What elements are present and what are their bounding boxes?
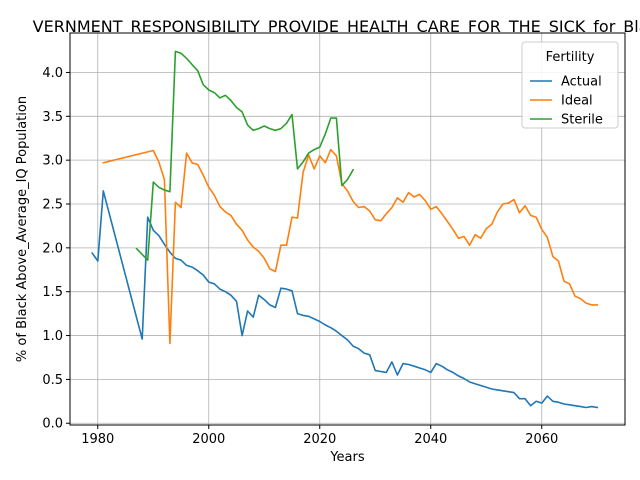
x-tick-label: 2000: [192, 432, 225, 447]
legend-title: Fertility: [546, 50, 595, 65]
y-tick-label: 2.0: [42, 241, 63, 256]
grid-lines: [70, 33, 625, 425]
x-tick-label: 2020: [303, 432, 336, 447]
plot-frame: [69, 32, 626, 426]
x-tick-label: 1980: [81, 432, 114, 447]
legend-box: [521, 41, 619, 129]
y-tick-label: 0.0: [42, 417, 63, 432]
y-tick-label: 1.0: [42, 329, 63, 344]
series-line-actual: [91, 190, 599, 409]
y-axis-label: % of Black Above_Average_IQ Population: [15, 96, 30, 362]
chart-title: VERNMENT_RESPONSIBILITY_PROVIDE_HEALTH_C…: [33, 17, 640, 37]
y-tick-label: 1.5: [42, 285, 63, 300]
x-tick-label: 2060: [525, 432, 558, 447]
y-tick-label: 2.5: [42, 198, 63, 213]
legend: Fertility Actual Ideal Sterile: [521, 41, 619, 129]
x-axis-ticks: 1980 2000 2020 2040 2060: [81, 425, 558, 447]
legend-label-ideal: Ideal: [561, 94, 593, 109]
y-tick-label: 3.0: [42, 154, 63, 169]
y-tick-label: 4.0: [42, 66, 63, 81]
y-tick-label: 0.5: [42, 373, 63, 388]
series-line-ideal: [102, 148, 599, 345]
legend-label-actual: Actual: [561, 75, 602, 90]
series-line-sterile: [135, 50, 355, 261]
y-axis-ticks: 0.0 0.5 1.0 1.5 2.0 2.5 3.0 3.5 4.0: [42, 66, 70, 432]
x-tick-label: 2040: [414, 432, 447, 447]
series-lines: [91, 50, 599, 409]
legend-label-sterile: Sterile: [561, 113, 603, 128]
x-axis-label: Years: [329, 450, 365, 465]
y-tick-label: 3.5: [42, 110, 63, 125]
legend-items: Actual Ideal Sterile: [530, 75, 603, 128]
